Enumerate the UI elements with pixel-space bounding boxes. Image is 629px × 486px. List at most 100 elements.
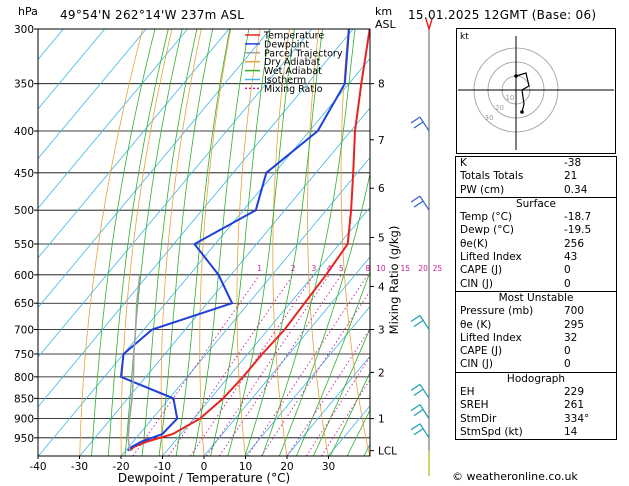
surface-row-value: 256 (564, 237, 585, 250)
surface-row-value: 0 (564, 277, 571, 290)
surface-row-label: CAPE (J) (460, 264, 503, 277)
unstable-row-value: 0 (564, 358, 571, 371)
km-tick-label: 4 (378, 281, 385, 293)
pw-value: 0.34 (564, 183, 588, 196)
wind-barb (419, 116, 430, 132)
unstable-row-value: 295 (564, 318, 585, 331)
wind-barb-flag (410, 383, 421, 391)
index-tt: Totals Totals 21 (456, 170, 616, 183)
temperature-tick-label: 30 (322, 461, 335, 473)
mixing-ratio-label: 1 (257, 264, 262, 273)
indices-box: K -38 Totals Totals 21 PW (cm) 0.34 Surface… (455, 156, 617, 441)
legend-label: Wet Adiabat (264, 66, 322, 77)
wind-barb-flag (410, 404, 421, 412)
km-tick-label: 2 (378, 367, 385, 379)
pressure-tick-label: 900 (14, 414, 34, 426)
unstable-row-label: Pressure (mb) (460, 305, 534, 318)
legend-label: Isotherm (264, 75, 306, 86)
wind-barb-flag (413, 200, 424, 208)
tt-value: 21 (564, 170, 578, 183)
hodograph-stats-title: Hodograph (506, 372, 566, 385)
wet-adiabat (107, 29, 169, 456)
surface-row-label: Lifted Index (460, 251, 522, 264)
wet-adiabat (261, 29, 356, 456)
pressure-tick-label: 500 (14, 205, 34, 217)
wet-adiabat (346, 409, 370, 456)
wet-adiabat (141, 29, 198, 456)
pressure-tick-label: 300 (14, 24, 34, 36)
wet-adiabat (192, 29, 250, 456)
pressure-tick-label: 800 (14, 372, 34, 384)
x-axis-label: Dewpoint / Temperature (°C) (118, 471, 290, 485)
temperature-tick-label: -20 (112, 461, 129, 473)
wind-barb (419, 315, 430, 330)
km-unit: km (375, 5, 393, 18)
isotherm-line (38, 29, 271, 309)
mixing-ratio-line (261, 290, 370, 456)
dry-adiabat (160, 29, 202, 456)
surface-row: Temp (°C) -18.7 (456, 211, 616, 224)
isotherm-line (38, 29, 354, 408)
asl-unit: ASL (375, 18, 396, 31)
mixing-ratio-label: 2 (291, 264, 296, 273)
surface-box: Surface Temp (°C) -18.7 Dewp (°C) -19.5 θe(K… (456, 196, 616, 291)
hodo_table-row-value: 334° (564, 412, 590, 425)
unstable-row-label: CIN (J) (460, 358, 493, 371)
index-k: K -38 (456, 157, 616, 170)
dewpoint-line (119, 29, 350, 452)
hodograph-ring-label: 10 (506, 94, 515, 102)
pressure-tick-label: 450 (14, 168, 34, 180)
dry-adiabat (120, 29, 173, 456)
hodo_table-row: StmDir 334° (456, 413, 616, 426)
legend-label: Dry Adiabat (264, 57, 321, 68)
temperature-tick-label: 20 (280, 461, 293, 473)
wind-barb-flag (413, 121, 424, 129)
km-tick-label: 5 (378, 232, 385, 244)
legend-label: Dewpoint (264, 39, 309, 50)
hodograph-trace (515, 72, 530, 113)
surface-row-label: CIN (J) (460, 277, 493, 290)
surface-row-label: θe(K) (460, 237, 488, 250)
pressure-tick-label: 600 (14, 270, 34, 282)
wind-barb-flag (410, 116, 421, 124)
wet-adiabat (329, 371, 370, 456)
temperature-line (129, 29, 370, 452)
surface-title: Surface (515, 197, 556, 210)
isotherm-line (38, 29, 230, 259)
credit-text: © weatheronline.co.uk (452, 470, 578, 483)
unstable-row-label: Lifted Index (460, 331, 522, 344)
dry-adiabat (79, 29, 144, 456)
mixing-ratio-line (219, 274, 342, 456)
mixing-ratio-label: 10 (376, 264, 386, 273)
hodo_table-row-label: SREH (460, 399, 489, 412)
wind-barb-flag (413, 320, 424, 328)
unstable-row-label: θe (K) (460, 318, 492, 331)
hodo_table-row-label: EH (460, 386, 475, 399)
unstable-row-value: 32 (564, 331, 578, 344)
index-pw: PW (cm) 0.34 (456, 184, 616, 197)
hodo_table-row: StmSpd (kt) 14 (456, 426, 616, 439)
pressure-tick-label: 400 (14, 126, 34, 138)
mixing-ratio-label: 5 (339, 264, 344, 273)
mixing-ratio-label: 20 (418, 264, 428, 273)
hodo_table-row-value: 229 (564, 386, 585, 399)
mixing-ratio-line (132, 274, 261, 456)
pressure-tick-label: 350 (14, 79, 34, 91)
mixing-ratio-label: 15 (401, 264, 411, 273)
isotherm-line (120, 157, 370, 456)
parcel-trajectory-line (127, 274, 141, 451)
wind-barb (419, 423, 430, 439)
pressure-tick-label: 950 (14, 433, 34, 445)
km-tick-label: 6 (378, 183, 385, 195)
pressure-tick-label: 750 (14, 349, 34, 361)
wet-adiabat (278, 171, 370, 456)
mixing-ratio-line (247, 274, 369, 456)
wind-barb-flag (410, 315, 421, 323)
wet-adiabat (158, 29, 214, 456)
wind-barb-flag (413, 428, 424, 436)
isotherm-line (162, 206, 370, 456)
surface-row: Dewp (°C) -19.5 (456, 224, 616, 237)
km-tick-label: 8 (378, 79, 385, 91)
